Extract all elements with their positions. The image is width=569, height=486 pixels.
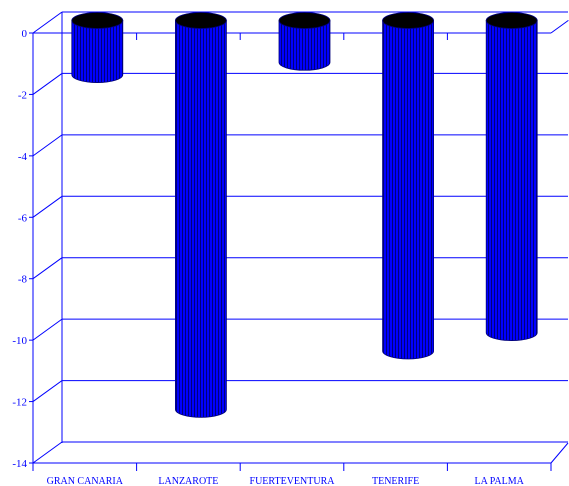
gridline-side xyxy=(32,380,63,402)
x-tick-label: LA PALMA xyxy=(475,476,525,486)
bar-top-cap xyxy=(382,12,435,29)
bar-top-cap xyxy=(71,12,124,29)
floor-right-edge xyxy=(550,442,569,464)
bar xyxy=(278,12,331,71)
bar-top-cap xyxy=(278,12,331,29)
gridline-side xyxy=(32,257,63,280)
x-tick-label: LANZAROTE xyxy=(158,476,218,486)
bars xyxy=(71,12,538,418)
zero-axis-depth xyxy=(550,19,569,34)
y-tick-label: -8 xyxy=(18,274,28,286)
bar-top-cap xyxy=(174,12,227,29)
bar-body xyxy=(71,20,124,83)
x-tick-label: GRAN CANARIA xyxy=(47,476,124,486)
gridline-side xyxy=(32,195,63,218)
y-tick-label: -2 xyxy=(18,89,27,101)
x-tick-label: FUERTEVENTURA xyxy=(250,476,336,486)
gridline-side xyxy=(32,11,63,34)
gridline-side xyxy=(32,441,63,464)
gridlines xyxy=(32,11,568,464)
x-tick-label: TENERIFE xyxy=(372,476,419,486)
gridline-side xyxy=(32,318,63,341)
axis-labels: 0 -2 -4 -6 -8 -10 -12 -14 GRAN CANARIA LANZAROTE F… xyxy=(12,28,524,486)
gridline-side xyxy=(32,134,63,157)
gridline-side xyxy=(32,73,63,95)
bar-body xyxy=(382,20,434,360)
bar xyxy=(71,12,124,83)
y-tick-label: -10 xyxy=(12,335,27,347)
bar-top-cap xyxy=(485,12,538,29)
bar-body xyxy=(278,20,331,71)
y-tick-label: -4 xyxy=(18,151,28,163)
bar xyxy=(382,12,435,360)
bar xyxy=(174,12,227,418)
bar xyxy=(485,12,538,341)
y-tick-label: -6 xyxy=(18,212,28,224)
y-tick-label: -14 xyxy=(12,458,27,470)
y-tick-label: -12 xyxy=(12,397,27,409)
y-tick-label: 0 xyxy=(22,28,28,40)
bar-body xyxy=(485,20,538,341)
bar-body xyxy=(175,20,227,418)
